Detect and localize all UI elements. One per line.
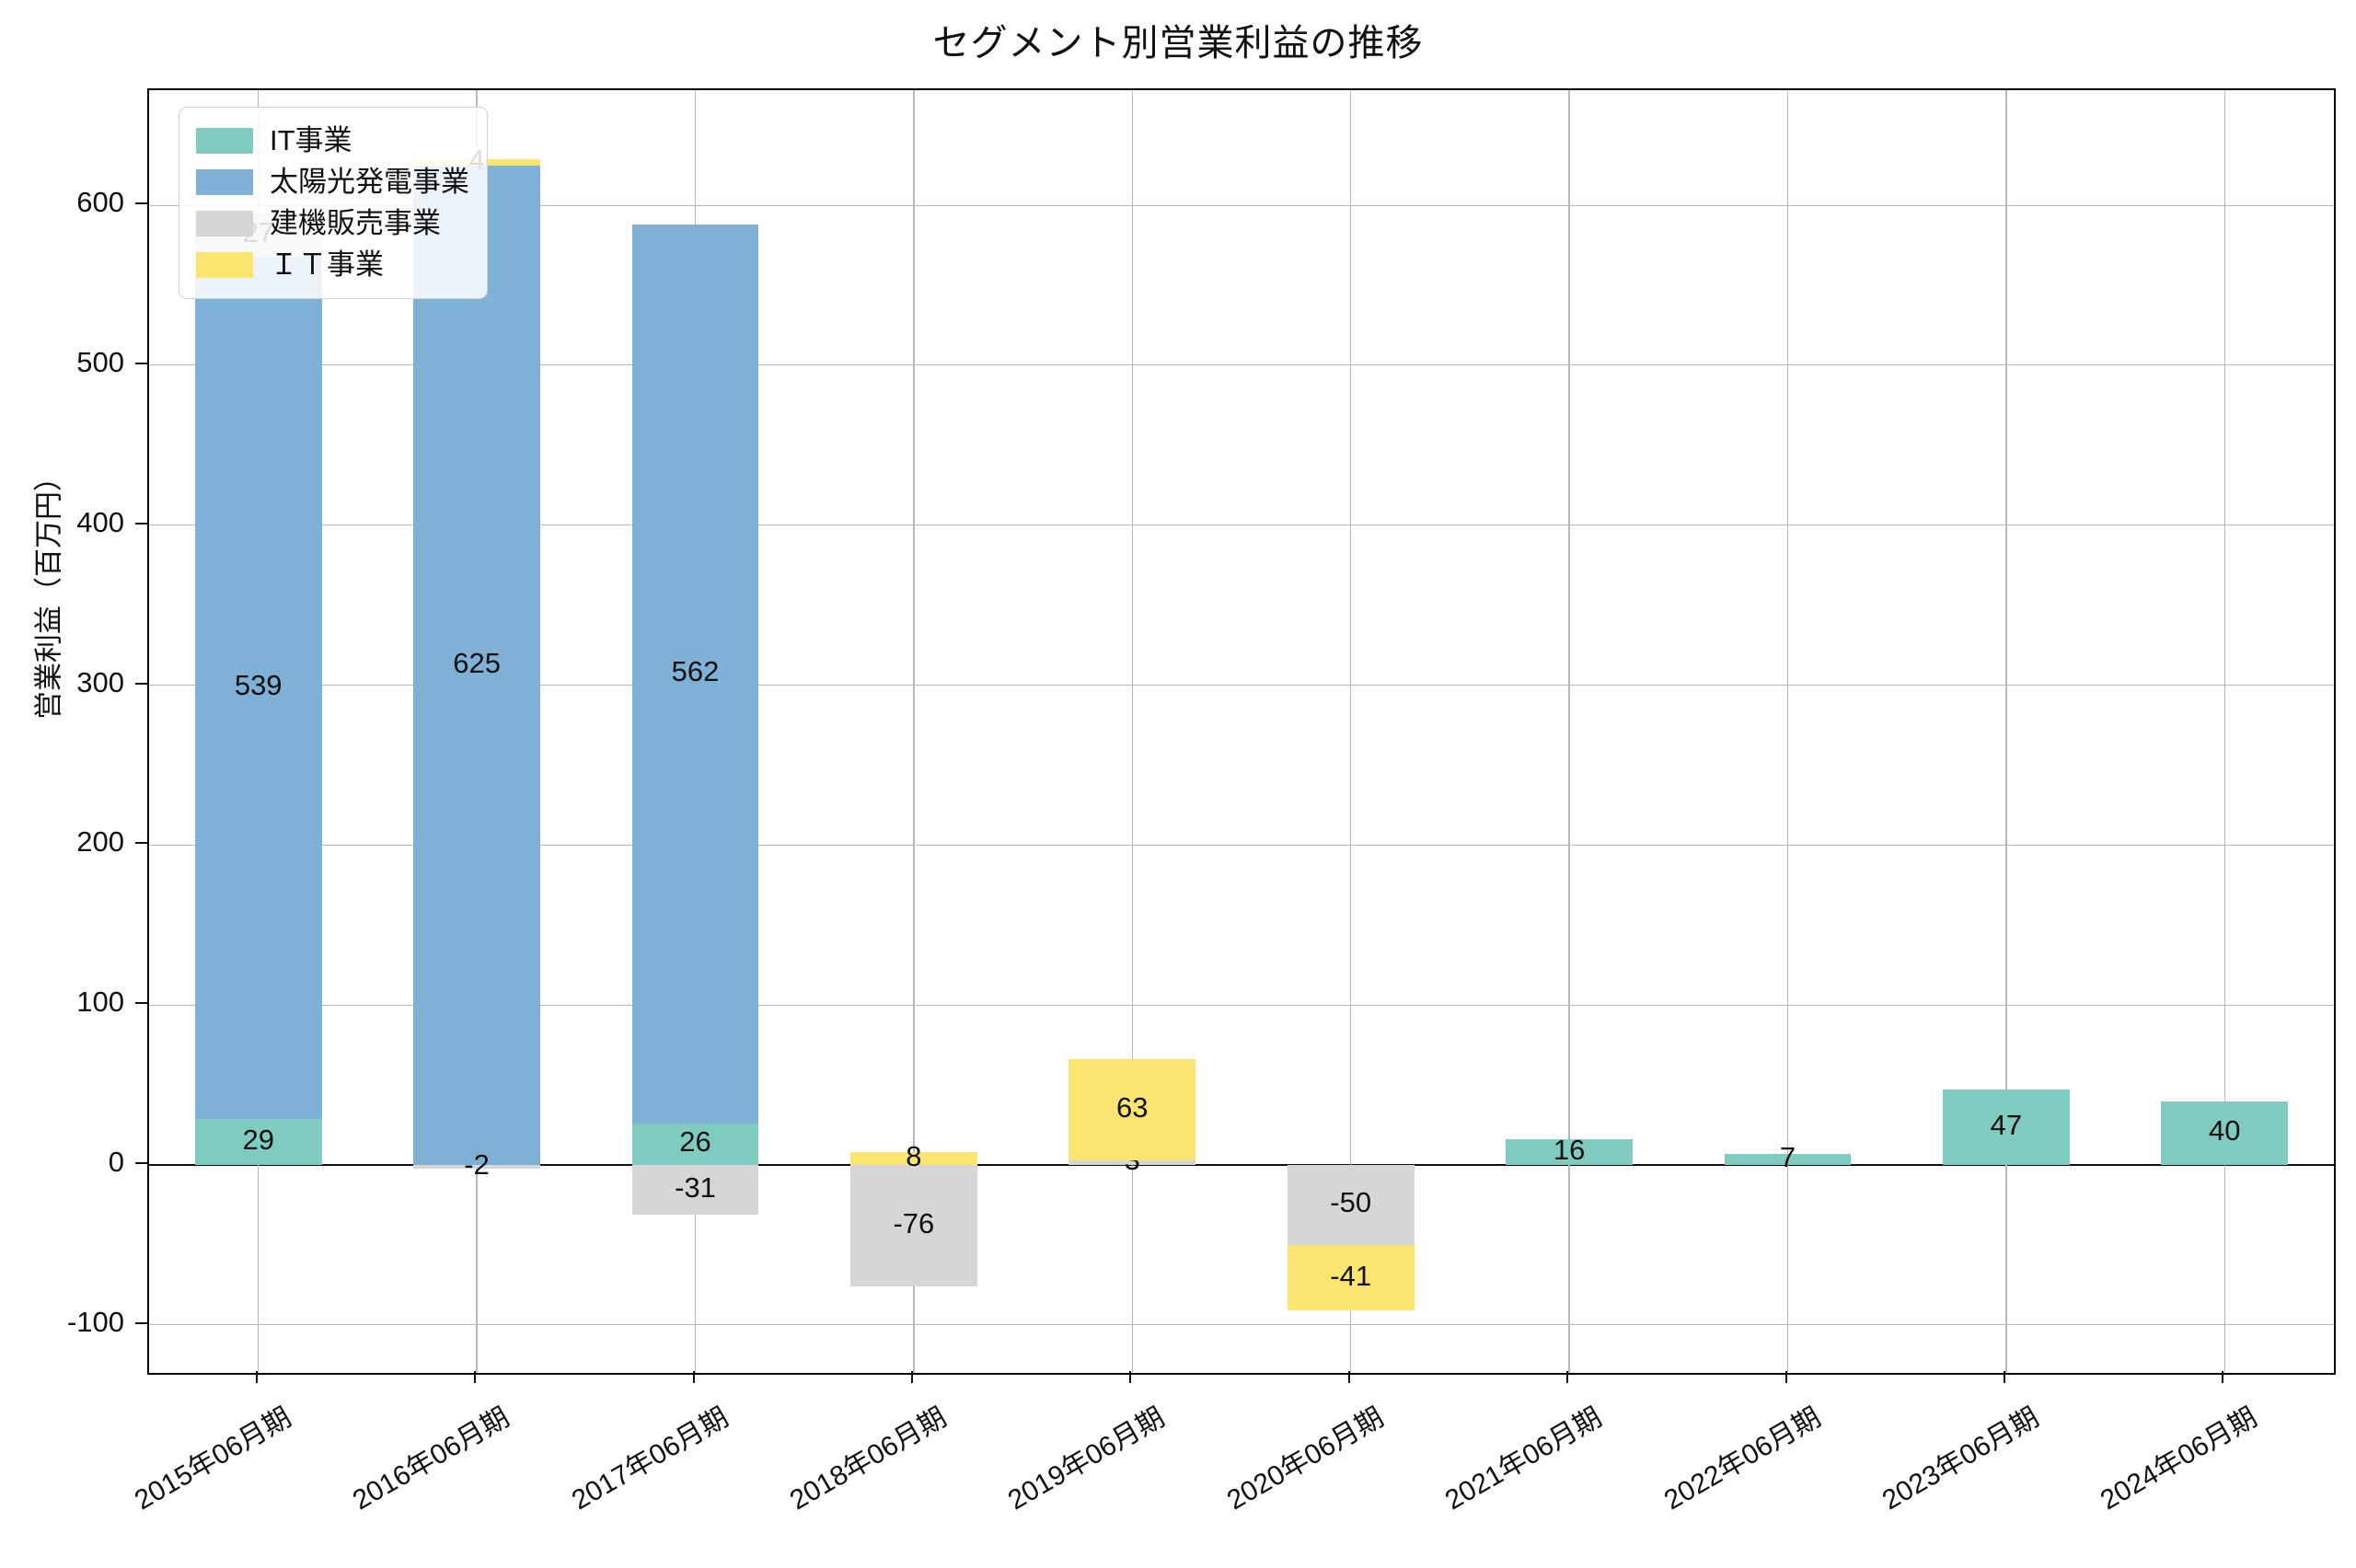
bar-segment (1287, 1165, 1415, 1245)
legend-item-label: 太陽光発電事業 (270, 166, 469, 198)
bar-segment (1506, 1139, 1633, 1166)
legend-item-label: 建機販売事業 (270, 207, 441, 239)
y-tick-mark (135, 842, 147, 845)
x-tick-label: 2015年06月期 (129, 1401, 296, 1516)
y-tick-mark (135, 1321, 147, 1324)
y-tick-mark (135, 1162, 147, 1165)
bar-segment (1724, 1153, 1852, 1166)
x-gridline (1568, 90, 1570, 1373)
x-tick-label: 2017年06月期 (566, 1401, 733, 1516)
x-tick-label: 2016年06月期 (347, 1401, 515, 1516)
legend-item-1[interactable]: IT事業 (196, 120, 468, 161)
chart-title: セグメント別営業利益の推移 (932, 23, 1424, 63)
y-gridline (149, 1324, 2334, 1326)
legend-color-swatch (196, 127, 253, 154)
y-gridline (149, 364, 2334, 366)
y-tick-mark (135, 202, 147, 205)
x-tick-mark (2003, 1371, 2005, 1383)
legend-item-4[interactable]: ＩＴ事業 (196, 244, 468, 285)
bar-segment (1068, 1159, 1196, 1166)
y-tick-label: 300 (76, 665, 124, 698)
x-tick-label: 2022年06月期 (1658, 1401, 1826, 1516)
y-tick-label: 200 (76, 825, 124, 859)
x-tick-mark (692, 1371, 695, 1383)
plot-inner: 2953927625-2426562-31-768363-50-41167474… (149, 90, 2334, 1373)
chart-legend[interactable]: IT事業太陽光発電事業 建機販売事業 ＩＴ事業 (179, 107, 488, 299)
bar-segment (850, 1152, 977, 1166)
x-gridline (1349, 90, 1352, 1373)
bar-segment (1287, 1244, 1415, 1311)
x-tick-label: 2019年06月期 (1003, 1401, 1171, 1516)
bar-segment (631, 1123, 759, 1166)
y-tick-label: 0 (108, 1146, 124, 1179)
legend-item-3[interactable]: 建機販売事業 (196, 202, 468, 244)
y-gridline (149, 204, 2334, 206)
zero-line (149, 1163, 2334, 1167)
y-gridline (149, 685, 2334, 686)
plot-area: 2953927625-2426562-31-768363-50-41167474… (147, 88, 2336, 1375)
y-tick-mark (135, 362, 147, 364)
legend-color-swatch (196, 168, 253, 195)
legend-color-swatch (196, 251, 253, 278)
bar-segment (1943, 1090, 2070, 1166)
bar-segment (631, 1165, 759, 1215)
bar-segment (413, 1165, 540, 1169)
y-tick-label: 500 (76, 345, 124, 378)
y-tick-label: -100 (66, 1305, 124, 1338)
x-tick-label: 2018年06月期 (784, 1401, 952, 1516)
legend-color-swatch (196, 210, 253, 236)
x-gridline (1131, 90, 1134, 1373)
y-gridline (149, 1004, 2334, 1006)
legend-item-label: ＩＴ事業 (270, 248, 384, 281)
x-tick-label: 2020年06月期 (1221, 1401, 1389, 1516)
x-tick-label: 2021年06月期 (1439, 1401, 1608, 1516)
x-gridline (2223, 90, 2226, 1373)
x-tick-mark (255, 1371, 258, 1383)
bar-segment (850, 1165, 977, 1287)
x-tick-label: 2023年06月期 (1877, 1401, 2044, 1516)
x-tick-mark (2222, 1371, 2224, 1383)
y-tick-mark (135, 1002, 147, 1005)
x-tick-mark (1129, 1371, 1132, 1383)
x-gridline (913, 90, 915, 1373)
bar-segment (194, 256, 322, 1119)
x-gridline (2005, 90, 2007, 1373)
bar-segment (1068, 1059, 1196, 1160)
y-tick-label: 100 (76, 986, 124, 1019)
legend-item-label: IT事業 (270, 124, 352, 156)
legend-item-2[interactable]: 太陽光発電事業 (196, 161, 469, 202)
y-tick-label: 600 (76, 186, 124, 219)
x-gridline (1786, 90, 1789, 1373)
x-tick-mark (1347, 1371, 1350, 1383)
x-tick-mark (1566, 1371, 1569, 1383)
x-tick-label: 2024年06月期 (2096, 1401, 2263, 1516)
bar-segment (631, 225, 759, 1124)
bar-segment (194, 1118, 322, 1166)
y-gridline (149, 844, 2334, 846)
y-tick-mark (135, 522, 147, 525)
bar-segment (413, 165, 540, 1166)
x-tick-mark (474, 1371, 477, 1383)
y-tick-mark (135, 682, 147, 685)
x-tick-mark (1784, 1371, 1787, 1383)
x-tick-mark (910, 1371, 913, 1383)
bar-segment (2161, 1101, 2289, 1166)
y-tick-label: 400 (76, 505, 124, 538)
